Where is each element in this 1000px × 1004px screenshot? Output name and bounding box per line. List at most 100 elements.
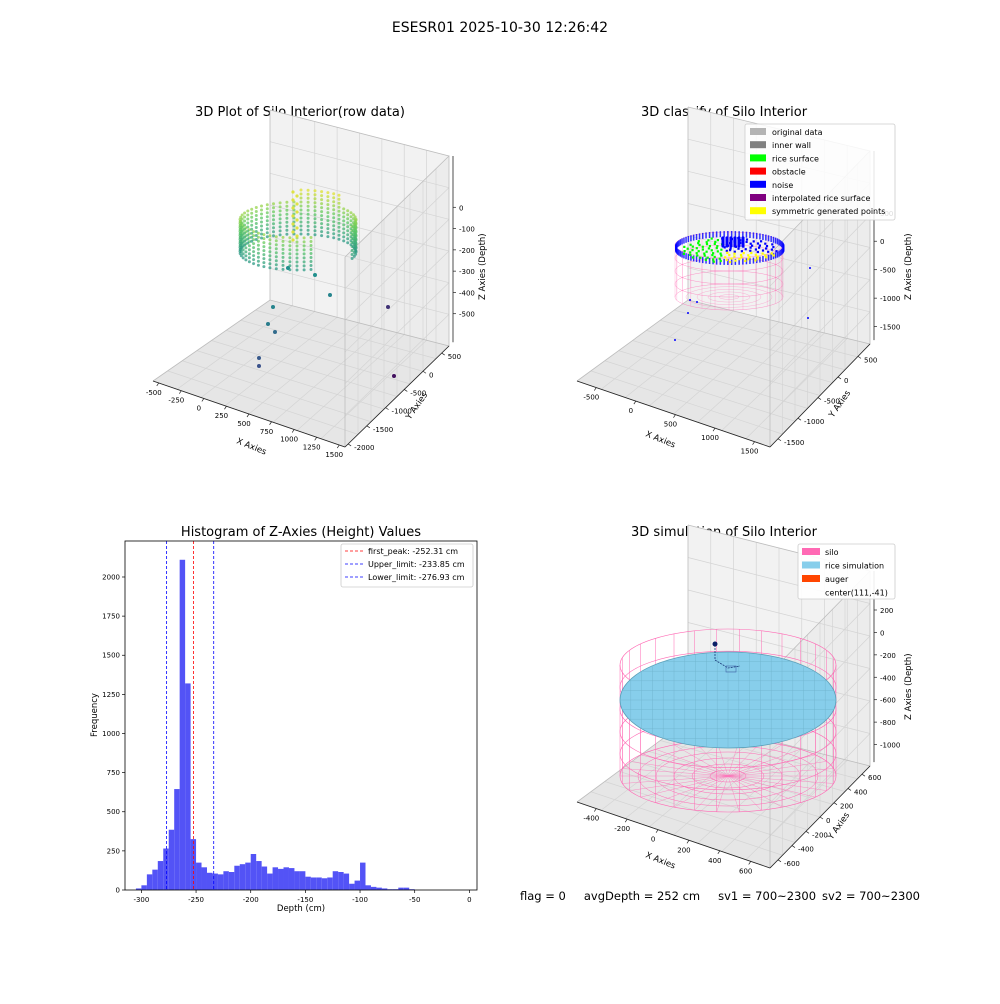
legend-label: obstacle [772, 168, 806, 177]
data-point [252, 254, 256, 258]
data-point [299, 200, 303, 204]
noise-point [779, 240, 782, 247]
y-tick [837, 376, 842, 380]
data-point [313, 201, 317, 205]
x-tick [673, 414, 676, 418]
panel1-xlabel: X Axies [235, 437, 268, 458]
data-point [243, 231, 247, 235]
x-axis-line [576, 380, 771, 448]
data-point [326, 195, 330, 199]
data-point [349, 215, 353, 219]
histogram-bar [228, 872, 235, 890]
grid-line [687, 203, 871, 248]
histogram-bar [398, 887, 404, 890]
panel4-ylabel: Y Axies [826, 810, 853, 842]
x-tick-label: 250 [215, 412, 228, 420]
noise-point [679, 239, 682, 246]
surface-point [698, 243, 701, 247]
data-point [299, 228, 303, 232]
surface-point [713, 255, 716, 259]
grid-line [687, 235, 871, 281]
noise-point [681, 238, 683, 245]
data-point [281, 255, 285, 259]
data-point [313, 217, 317, 221]
noise-point [676, 242, 678, 249]
surface-point [697, 242, 700, 245]
noise-point [759, 233, 761, 240]
z-tick-label: -600 [880, 697, 896, 705]
data-point [256, 239, 260, 243]
noise-point [733, 244, 737, 248]
grid-line [632, 760, 821, 818]
footer-flag: flag = 0 [520, 889, 566, 903]
x-tick-label: -400 [583, 815, 599, 823]
z-tick-label: 200 [880, 607, 893, 615]
silo-floor-spoke [640, 754, 729, 777]
surface-point [712, 258, 715, 261]
surface-point [729, 249, 732, 252]
histogram-bar [152, 869, 158, 890]
panel1-point-cloud [238, 188, 396, 378]
data-point [250, 215, 254, 219]
y-tick-label: 1000 [102, 730, 120, 738]
data-point [256, 263, 260, 267]
data-point [285, 224, 289, 228]
noise-point [690, 235, 692, 242]
noise-point [721, 244, 725, 248]
data-point [299, 220, 303, 224]
panel4-xlabel: X Axies [644, 851, 677, 872]
floor-pane [153, 300, 449, 447]
noise-point [752, 257, 755, 264]
z-tick-label: -1000 [880, 295, 900, 303]
status-footer: flag = 0 avgDepth = 252 cm sv1 = 700~2300 s… [520, 889, 938, 903]
noise-point [715, 231, 718, 238]
data-point [262, 233, 266, 237]
surface-point [761, 252, 764, 255]
histogram-bar [141, 885, 147, 890]
data-point [291, 238, 295, 242]
data-point [281, 251, 285, 255]
data-point [247, 256, 251, 260]
data-point [243, 235, 247, 239]
noise-point [685, 236, 687, 243]
noise-point [723, 231, 725, 238]
data-point [354, 241, 358, 245]
data-point [260, 228, 263, 232]
data-point [260, 204, 263, 208]
data-point [278, 213, 282, 217]
data-point [349, 211, 353, 215]
y-tick [777, 438, 782, 442]
silo-floor-spoke [673, 744, 729, 777]
z-tick-label: -200 [459, 247, 475, 255]
surface-point [745, 238, 749, 241]
histogram-bar [212, 873, 218, 890]
data-point [250, 211, 254, 215]
data-point [291, 206, 295, 210]
noise-point [690, 254, 692, 261]
y-tick [385, 407, 389, 410]
grid-line [344, 219, 450, 321]
data-point [278, 221, 282, 225]
y-tick-label: -1000 [392, 408, 412, 416]
footer-avg-depth: avgDepth = 252 cm [583, 889, 701, 903]
y-tick-label: 0 [844, 377, 848, 385]
data-point [278, 225, 282, 229]
legend-label: noise [772, 181, 793, 190]
y-tick-label: -1500 [784, 439, 804, 447]
data-point [306, 200, 310, 204]
data-point [337, 233, 341, 237]
data-point [265, 227, 269, 231]
data-point [254, 214, 258, 217]
noise-point [767, 235, 770, 242]
surface-point [750, 251, 753, 255]
noise-point [774, 237, 777, 244]
y-tick [817, 397, 822, 400]
noise-point [725, 244, 729, 248]
surface-point [691, 256, 695, 259]
histogram-bar [206, 872, 213, 890]
data-point [241, 252, 245, 256]
data-point [352, 213, 355, 217]
data-point [350, 249, 354, 252]
histogram-bar [201, 867, 207, 890]
noise-point [677, 241, 679, 248]
